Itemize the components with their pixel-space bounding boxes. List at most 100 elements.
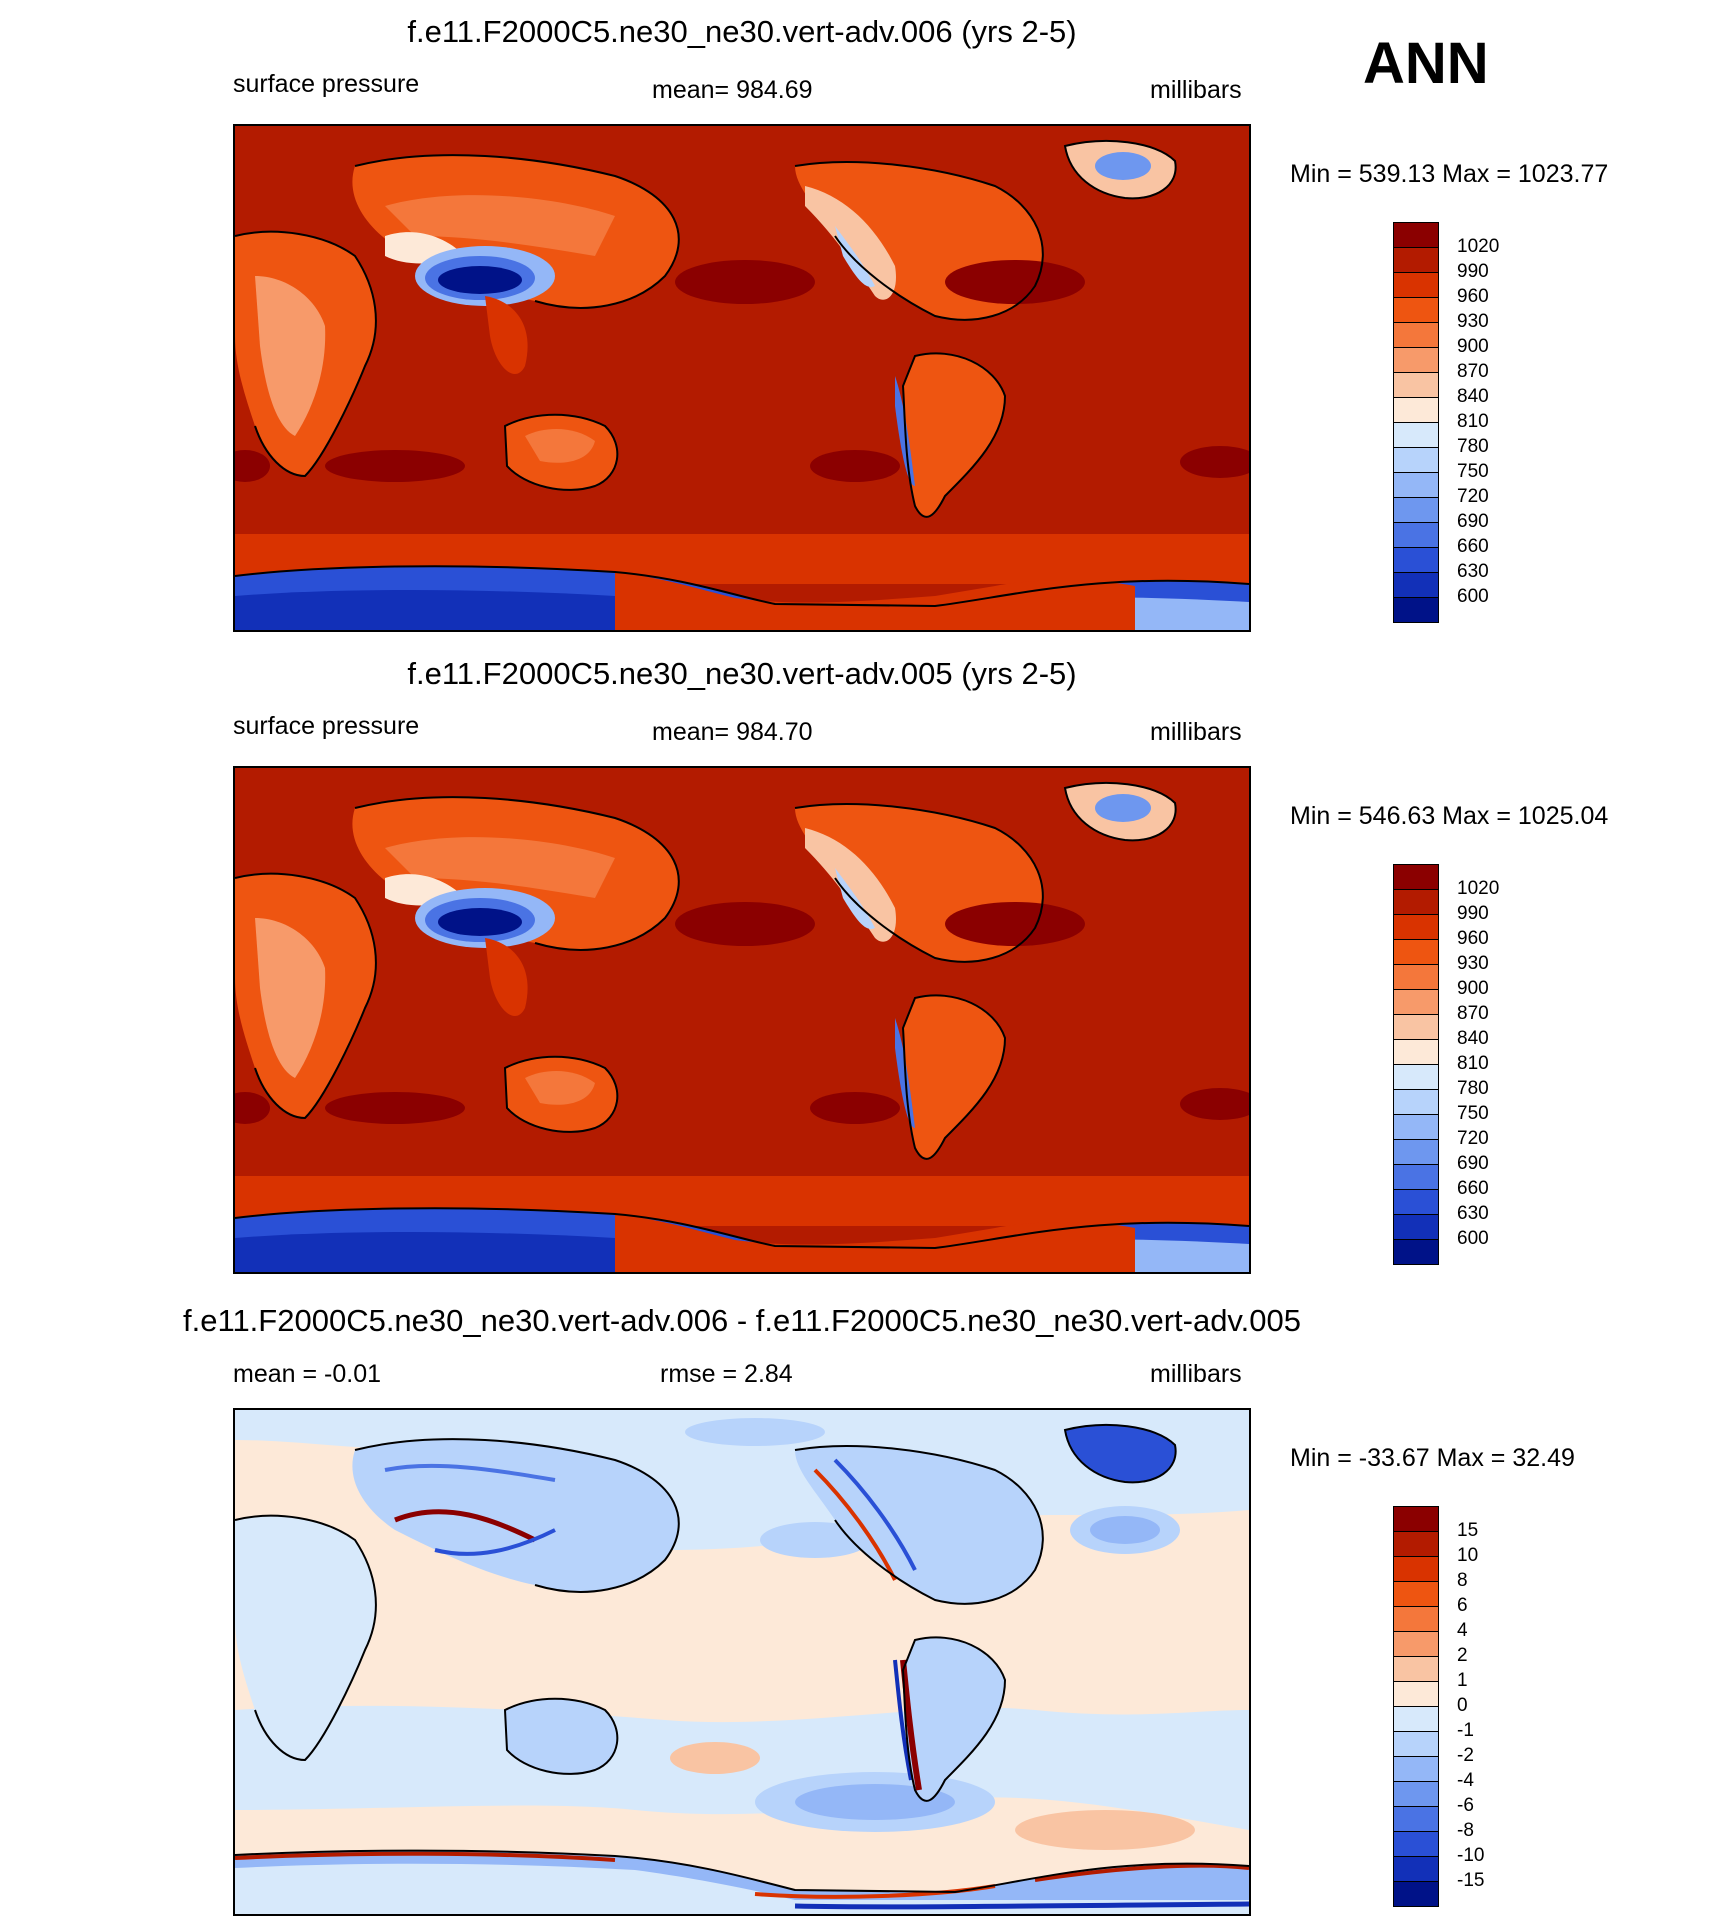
colorbar-label: 780 — [1457, 1078, 1489, 1099]
colorbar-box — [1393, 472, 1439, 498]
colorbar-label: 810 — [1457, 411, 1489, 432]
colorbar-box — [1393, 889, 1439, 915]
colorbar-box — [1393, 1039, 1439, 1065]
colorbar-box — [1393, 1139, 1439, 1165]
panel-3-right-label: millibars — [1150, 1360, 1242, 1388]
colorbar-label: -4 — [1457, 1770, 1474, 1791]
colorbar-label: 660 — [1457, 1178, 1489, 1199]
colorbar-box — [1393, 1806, 1439, 1832]
colorbar-box — [1393, 989, 1439, 1015]
colorbar-box — [1393, 222, 1439, 248]
colorbar-label: 600 — [1457, 586, 1489, 607]
colorbar-label: 720 — [1457, 1128, 1489, 1149]
colorbar-label: 900 — [1457, 978, 1489, 999]
colorbar-box — [1393, 422, 1439, 448]
panel-1-center-label: mean= 984.69 — [652, 76, 813, 104]
colorbar-box — [1393, 864, 1439, 890]
colorbar-label: -8 — [1457, 1820, 1474, 1841]
colorbar-box — [1393, 272, 1439, 298]
colorbar-box — [1393, 1681, 1439, 1707]
colorbar-label: 15 — [1457, 1520, 1479, 1541]
colorbar-label: 6 — [1457, 1595, 1468, 1616]
colorbar-label: 840 — [1457, 1028, 1489, 1049]
panel-3-map — [233, 1408, 1251, 1916]
colorbar-box — [1393, 1581, 1439, 1607]
colorbar-label: 1 — [1457, 1670, 1468, 1691]
colorbar-box — [1393, 447, 1439, 473]
colorbar-label: 720 — [1457, 486, 1489, 507]
colorbar-label: 4 — [1457, 1620, 1468, 1641]
colorbar-box — [1393, 1881, 1439, 1907]
colorbar-label: 690 — [1457, 511, 1489, 532]
colorbar-label: 2 — [1457, 1645, 1468, 1666]
colorbar-label: 1020 — [1457, 878, 1500, 899]
colorbar-box — [1393, 1856, 1439, 1882]
colorbar-box — [1393, 914, 1439, 940]
colorbar-label: 600 — [1457, 1228, 1489, 1249]
colorbar-label: 10 — [1457, 1545, 1479, 1566]
colorbar-box — [1393, 347, 1439, 373]
colorbar-label: 750 — [1457, 1103, 1489, 1124]
panel-2-minmax: Min = 546.63 Max = 1025.04 — [1290, 802, 1609, 830]
colorbar-label: 840 — [1457, 386, 1489, 407]
colorbar-box — [1393, 1656, 1439, 1682]
panel-1-left-label: surface pressure — [233, 70, 420, 98]
season-label: ANN — [1363, 31, 1489, 96]
panel-3-left-label: mean = -0.01 — [233, 1360, 382, 1388]
colorbar-box — [1393, 1756, 1439, 1782]
colorbar-label: 930 — [1457, 311, 1489, 332]
colorbar-box — [1393, 497, 1439, 523]
colorbar-label: 8 — [1457, 1570, 1468, 1591]
colorbar-box — [1393, 1014, 1439, 1040]
colorbar-box — [1393, 522, 1439, 548]
colorbar-label: 690 — [1457, 1153, 1489, 1174]
colorbar-box — [1393, 1831, 1439, 1857]
panel-3-title: f.e11.F2000C5.ne30_ne30.vert-adv.006 - f… — [183, 1303, 1301, 1338]
colorbar-box — [1393, 1189, 1439, 1215]
colorbar-box — [1393, 572, 1439, 598]
colorbar-box — [1393, 1506, 1439, 1532]
panel-1-minmax: Min = 539.13 Max = 1023.77 — [1290, 160, 1609, 188]
colorbar-label: 870 — [1457, 361, 1489, 382]
colorbar-label: 0 — [1457, 1695, 1468, 1716]
panel-1-map — [233, 124, 1251, 632]
colorbar-label: 660 — [1457, 536, 1489, 557]
panel-3-minmax: Min = -33.67 Max = 32.49 — [1290, 1444, 1575, 1472]
colorbar-box — [1393, 1114, 1439, 1140]
colorbar-box — [1393, 939, 1439, 965]
panel-1-title: f.e11.F2000C5.ne30_ne30.vert-adv.006 (yr… — [407, 14, 1077, 49]
colorbar-box — [1393, 247, 1439, 273]
panel-2-map — [233, 766, 1251, 1274]
colorbar-label: 960 — [1457, 286, 1489, 307]
panel-2-right-label: millibars — [1150, 718, 1242, 746]
colorbar-label: 960 — [1457, 928, 1489, 949]
colorbar-box — [1393, 1556, 1439, 1582]
colorbar-label: 930 — [1457, 953, 1489, 974]
colorbar-box — [1393, 297, 1439, 323]
panel-3-center-label: rmse = 2.84 — [660, 1360, 793, 1388]
colorbar-box — [1393, 1164, 1439, 1190]
colorbar-label: 990 — [1457, 903, 1489, 924]
colorbar-box — [1393, 1064, 1439, 1090]
colorbar-label: 630 — [1457, 561, 1489, 582]
colorbar-box — [1393, 1631, 1439, 1657]
colorbar-label: 630 — [1457, 1203, 1489, 1224]
colorbar-label: 780 — [1457, 436, 1489, 457]
panel-2-title: f.e11.F2000C5.ne30_ne30.vert-adv.005 (yr… — [407, 656, 1077, 691]
colorbar-box — [1393, 322, 1439, 348]
colorbar-box — [1393, 1214, 1439, 1240]
colorbar-label: 1020 — [1457, 236, 1500, 257]
colorbar-box — [1393, 547, 1439, 573]
colorbar-box — [1393, 964, 1439, 990]
colorbar-label: -1 — [1457, 1720, 1474, 1741]
colorbar-box — [1393, 1731, 1439, 1757]
colorbar-label: 990 — [1457, 261, 1489, 282]
panel-1-right-label: millibars — [1150, 76, 1242, 104]
colorbar-box — [1393, 597, 1439, 623]
colorbar-box — [1393, 1531, 1439, 1557]
panel-2-center-label: mean= 984.70 — [652, 718, 813, 746]
colorbar-label: 870 — [1457, 1003, 1489, 1024]
colorbar-label: -15 — [1457, 1870, 1485, 1891]
colorbar-box — [1393, 372, 1439, 398]
colorbar-label: 810 — [1457, 1053, 1489, 1074]
